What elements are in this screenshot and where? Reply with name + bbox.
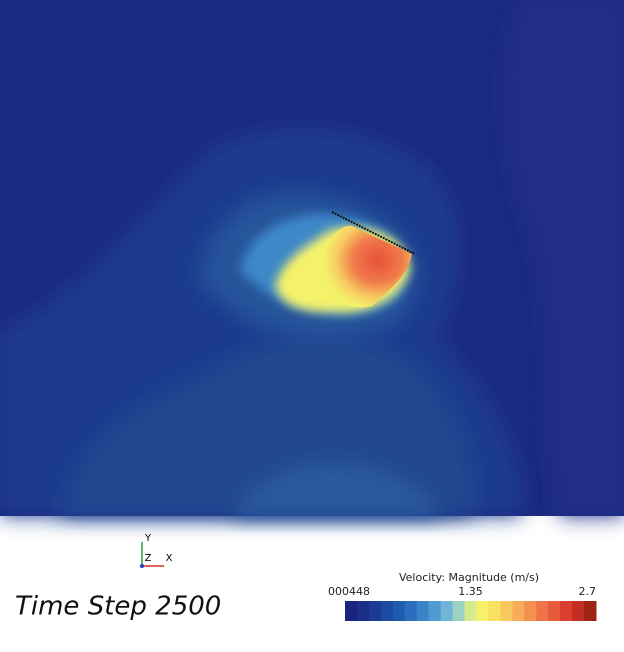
z-label: Z: [145, 553, 152, 564]
colorbar-band: [572, 601, 585, 621]
colorbar-band: [345, 601, 358, 621]
colorbar-band: [428, 601, 442, 621]
z-axis-dot: [140, 564, 144, 568]
colorbar-band: [548, 601, 561, 621]
colorbar-band: [488, 601, 501, 621]
colorbar-band: [416, 601, 430, 621]
colorbar-band: [404, 601, 418, 621]
colorbar-band: [560, 601, 573, 621]
colorbar-band: [392, 601, 406, 621]
colorbar-tick-label: 1.35: [458, 585, 483, 598]
colorbar: 000448 1.35 2.7: [328, 585, 597, 621]
colorbar-band: [380, 601, 394, 621]
colorbar-title: Velocity: Magnitude (m/s): [399, 571, 539, 584]
colorbar-band: [500, 601, 513, 621]
colorbar-band: [464, 601, 477, 621]
velocity-field: [0, 0, 624, 516]
colorbar-band: [440, 601, 454, 621]
colorbar-band: [524, 601, 537, 621]
y-label: Y: [144, 533, 152, 544]
colorbar-band: [476, 601, 489, 621]
colorbar-tick-label: 000448: [328, 585, 370, 598]
colorbar-tick-label: 2.7: [579, 585, 597, 598]
colorbar-band: [512, 601, 525, 621]
colorbar-band: [356, 601, 370, 621]
time-step-label: Time Step 2500: [15, 592, 221, 622]
colorbar-band: [368, 601, 382, 621]
axes-triad: Y Z X: [140, 533, 173, 568]
colorbar-band: [452, 601, 466, 621]
colorbar-band: [584, 601, 597, 621]
x-label: X: [166, 553, 173, 564]
colorbar-band: [536, 601, 549, 621]
